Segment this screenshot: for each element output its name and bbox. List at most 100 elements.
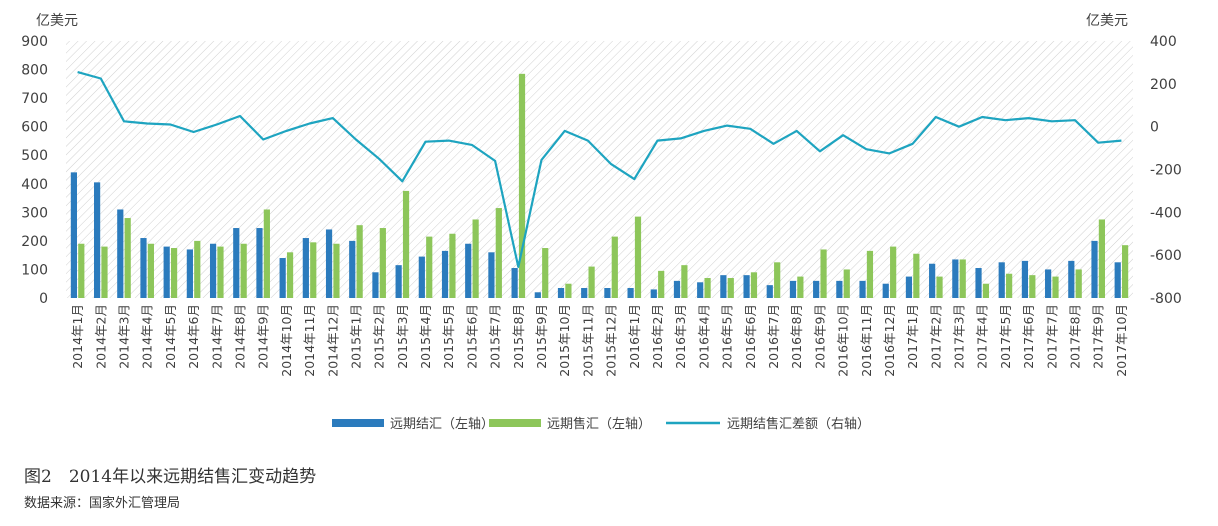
x-tick-label: 2015年12月: [604, 304, 619, 377]
bar-sale: [1052, 276, 1059, 298]
bar-settlement: [117, 209, 124, 298]
bar-settlement: [418, 256, 425, 298]
left-tick-label: 200: [21, 234, 48, 250]
bar-sale: [286, 252, 294, 298]
bar-sale: [101, 246, 108, 298]
bar-sale: [1098, 219, 1106, 298]
x-tick-label: 2017年8月: [1068, 304, 1083, 369]
x-axis: 2014年1月 2014年2月 2014年3月 2014年4月 2014年5月 2014年…: [70, 304, 1129, 377]
bar-settlement: [302, 238, 309, 298]
bar-settlement: [465, 243, 472, 298]
bar-settlement: [697, 282, 704, 298]
bar-sale: [194, 240, 201, 298]
bar-sale: [982, 283, 990, 298]
bar-sale: [240, 243, 247, 298]
bar-sale: [959, 259, 966, 298]
bar-sale: [913, 253, 920, 298]
plot-background: [66, 41, 1133, 298]
bar-sale: [820, 249, 827, 298]
x-tick-label: 2016年6月: [743, 304, 758, 369]
bar-sale: [750, 272, 758, 298]
right-tick-label: -400: [1150, 205, 1182, 221]
right-axis: -800 -600 -400 -200 0 200 400: [1150, 34, 1182, 307]
bar-settlement: [998, 262, 1005, 298]
x-tick-label: 2014年10月: [279, 304, 294, 377]
x-tick-label: 2014年7月: [209, 304, 224, 369]
x-tick-label: 2016年5月: [720, 304, 735, 369]
bar-sale: [518, 73, 526, 298]
bar-settlement: [163, 246, 170, 298]
legend-swatch-settlement: [332, 419, 384, 427]
x-tick-label: 2014年11月: [302, 304, 317, 377]
bar-settlement: [186, 249, 193, 298]
bar-settlement: [256, 228, 263, 298]
x-tick-label: 2015年9月: [534, 304, 549, 369]
bar-settlement: [1091, 240, 1098, 298]
bar-settlement: [441, 250, 449, 298]
bar-settlement: [279, 258, 286, 298]
bar-settlement: [349, 240, 356, 298]
x-tick-label: 2016年8月: [789, 304, 804, 369]
x-tick-label: 2015年7月: [488, 304, 503, 369]
bar-settlement: [372, 272, 379, 298]
bar-sale: [1006, 273, 1013, 298]
bar-sale: [472, 219, 479, 298]
left-tick-label: 800: [21, 63, 48, 79]
x-tick-label: 2015年11月: [580, 304, 595, 377]
bar-sale: [124, 218, 131, 298]
bar-settlement: [581, 288, 588, 298]
bar-sale: [681, 265, 688, 298]
x-tick-label: 2015年4月: [418, 304, 433, 369]
bar-sale: [379, 228, 386, 298]
bar-settlement: [534, 292, 541, 298]
left-tick-label: 0: [39, 291, 48, 307]
x-tick-label: 2016年3月: [673, 304, 688, 369]
bar-settlement: [650, 289, 657, 298]
bar-sale: [1029, 275, 1036, 298]
bar-settlement: [511, 268, 518, 298]
bar-sale: [263, 209, 270, 298]
bar-settlement: [743, 275, 750, 298]
bar-settlement: [720, 275, 727, 298]
bar-settlement: [93, 182, 101, 298]
left-tick-label: 100: [21, 262, 48, 278]
x-tick-label: 2017年10月: [1114, 304, 1129, 377]
bar-sale: [774, 262, 781, 298]
bar-settlement: [789, 280, 797, 298]
line-diff: [77, 71, 1122, 268]
left-axis: 0 100 200 300 400 500 600 700 800 900: [21, 34, 48, 307]
bar-settlement: [766, 285, 773, 298]
x-tick-label: 2017年6月: [1021, 304, 1036, 369]
left-tick-label: 600: [21, 120, 48, 136]
bar-settlement: [975, 268, 982, 298]
bar-settlement: [488, 252, 495, 298]
bar-settlement: [929, 263, 936, 298]
bar-settlement: [673, 280, 681, 298]
bar-settlement: [604, 288, 611, 298]
bar-sale: [495, 208, 502, 298]
bar-settlement: [325, 229, 333, 298]
bar-settlement: [905, 276, 913, 298]
bar-sale: [890, 246, 897, 298]
bar-sale: [170, 248, 178, 298]
figure-title: 图2 2014年以来远期结售汇变动趋势: [24, 467, 317, 487]
bar-settlement: [1021, 260, 1029, 298]
bar-settlement: [813, 280, 820, 298]
bar-sale: [310, 242, 317, 298]
bar-settlement: [859, 280, 866, 298]
bar-sale: [217, 246, 224, 298]
bar-settlement: [1114, 262, 1121, 298]
left-axis-unit: 亿美元: [36, 13, 78, 29]
x-tick-label: 2017年3月: [952, 304, 967, 369]
left-tick-label: 500: [21, 148, 48, 164]
x-tick-label: 2014年5月: [163, 304, 178, 369]
x-tick-label: 2016年12月: [882, 304, 897, 377]
x-tick-label: 2014年12月: [325, 304, 340, 377]
legend-label-sale: 远期售汇（左轴）: [547, 416, 651, 432]
bar-settlement: [836, 280, 843, 298]
x-tick-label: 2015年1月: [348, 304, 363, 369]
bar-sale: [727, 278, 734, 298]
legend: 远期结汇（左轴） 远期售汇（左轴） 远期结售汇差额（右轴）: [332, 416, 870, 432]
bar-settlement: [70, 172, 77, 298]
bar-sale: [588, 266, 595, 298]
